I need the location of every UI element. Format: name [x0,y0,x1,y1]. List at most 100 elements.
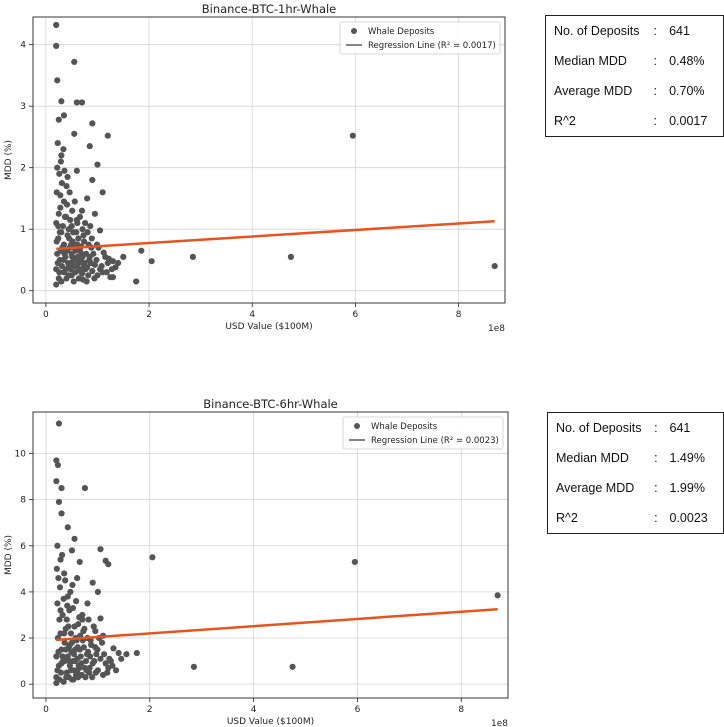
data-point [91,210,99,217]
data-point [88,235,95,242]
stat-sep: : [653,24,657,38]
stat-label: No. of Deposits [556,421,642,435]
x-tick-label: 0 [43,705,49,715]
legend-label: Regression Line (R² = 0.0017) [368,41,496,51]
data-point [76,614,83,621]
data-point [56,229,63,236]
data-point [65,272,72,279]
data-point [106,655,113,662]
data-point [102,660,109,667]
data-point [68,676,76,683]
stat-sep: : [653,54,657,68]
data-point [62,577,69,584]
data-point [69,207,76,214]
data-point [94,161,101,168]
data-point [112,667,120,674]
data-point [71,198,78,205]
plot-frame [32,16,506,304]
data-point [66,641,73,649]
data-point [100,249,107,256]
data-point [94,646,101,653]
data-point [97,615,104,622]
data-point [84,229,91,236]
data-point [108,266,116,273]
stat-label: R^2 [554,114,576,128]
legend-box [342,416,504,450]
data-point [120,253,127,260]
data-point [80,644,87,651]
data-point [54,461,62,469]
data-point [57,607,64,614]
stat-label: Median MDD [556,451,629,465]
data-point [86,256,93,264]
y-tick-label: 4 [20,41,26,51]
data-point [73,167,80,174]
data-point [289,663,296,670]
y-tick-label: 0 [20,680,26,690]
data-point [58,278,65,285]
data-point [63,183,70,190]
x-offset-text: 1e8 [491,719,508,727]
data-point [69,604,77,612]
data-point [61,639,68,646]
data-point [81,625,88,632]
y-tick-label: 10 [15,450,27,460]
data-point [84,648,92,655]
stat-value: 0.70% [669,84,705,98]
data-point [80,262,88,270]
y-tick-label: 6 [20,542,26,552]
chart-title: Binance-BTC-6hr-Whale [203,397,338,411]
stat-value: 641 [669,24,690,38]
data-point [62,266,70,273]
data-point [97,655,104,662]
data-point [78,207,86,214]
data-point [98,262,105,270]
data-point [494,592,501,599]
data-point [94,588,101,596]
data-point [56,170,63,177]
data-point [59,653,66,660]
data-point [70,278,77,285]
data-point [56,584,64,591]
x-tick-label: 2 [146,310,152,320]
data-point [53,653,60,660]
data-point [74,574,81,582]
data-point [54,600,61,607]
x-tick-label: 6 [355,705,361,715]
data-point [55,498,63,506]
data-point [69,581,76,589]
x-tick-label: 8 [458,705,464,715]
data-point [91,275,98,282]
data-point [76,558,83,566]
data-point [53,42,60,50]
data-point [75,621,82,628]
regression-line [56,219,495,251]
data-point [109,274,117,281]
x-tick-label: 2 [147,705,153,715]
data-point [68,547,76,554]
data-point [58,152,65,159]
x-tick-label: 0 [43,310,49,320]
data-point [57,630,64,637]
data-point [55,223,62,230]
data-point [84,600,91,607]
stats-table-1hr: No. of Deposits : 641 Median MDD : 0.48%… [545,15,724,137]
data-point [123,651,130,658]
data-point [62,625,69,632]
x-tick-label: 4 [251,705,257,715]
data-point [61,167,68,174]
data-point [79,253,86,260]
data-point [53,21,60,29]
data-point [190,663,198,670]
x-axis-label: USD Value ($100M) [225,322,312,332]
data-point [148,258,155,265]
data-point [61,657,68,665]
stat-value: 1.49% [669,451,705,465]
data-point [133,649,140,657]
data-point [90,623,97,630]
data-point [75,674,82,681]
data-point [71,58,78,65]
data-point [55,116,62,123]
y-tick-label: 3 [20,102,26,112]
data-point [149,554,156,561]
